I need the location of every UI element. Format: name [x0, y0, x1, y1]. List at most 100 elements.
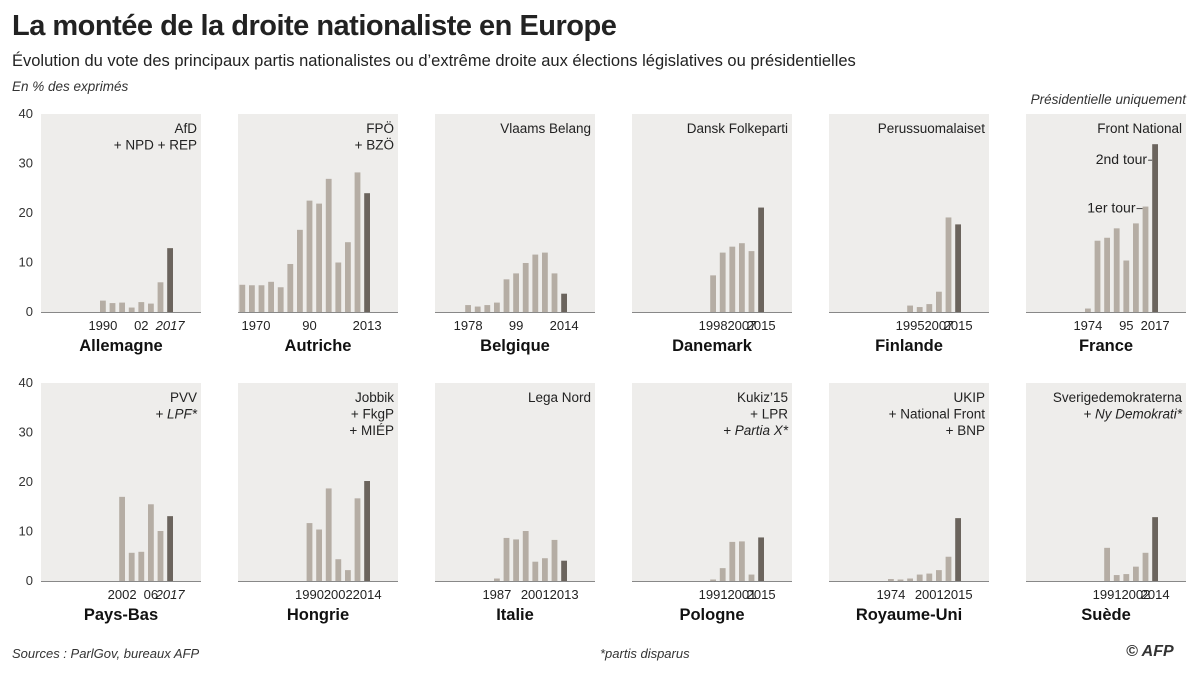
party-label: Lega Nord	[528, 390, 591, 405]
x-tick-label: 2015	[944, 587, 973, 602]
bar-finlande	[926, 304, 933, 312]
bar-belgique	[551, 273, 558, 312]
x-tick-label: 2002	[324, 587, 353, 602]
party-label: Perussuomalaiset	[878, 121, 986, 136]
bar-autriche	[297, 229, 303, 312]
x-tick-label: 2017	[1141, 318, 1170, 333]
bar-france	[1152, 144, 1158, 312]
x-tick-label: 2015	[944, 318, 973, 333]
bar-hongrie	[354, 498, 361, 581]
party-label: + Ny Demokrati*	[1083, 407, 1182, 422]
bar-belgique	[561, 293, 567, 312]
x-tick-label: 1970	[242, 318, 271, 333]
bar-italie	[542, 558, 548, 581]
bar-italie	[503, 537, 510, 581]
bar-suede	[1123, 574, 1130, 581]
bar-belgique	[484, 305, 491, 312]
page-title: La montée de la droite nationaliste en E…	[12, 10, 617, 42]
bar-suede	[1113, 575, 1120, 581]
bar-pays-bas	[128, 552, 135, 581]
bar-royaume-uni	[955, 518, 961, 581]
x-tick-label: 2002	[108, 587, 137, 602]
bar-suede	[1104, 547, 1110, 581]
bar-danemark	[729, 246, 736, 312]
country-name: Allemagne	[79, 337, 162, 355]
country-name: France	[1079, 337, 1133, 355]
bar-hongrie	[325, 488, 332, 581]
bar-pologne	[710, 579, 716, 581]
bar-hongrie	[364, 481, 370, 581]
party-label: Front National	[1097, 121, 1182, 136]
bar-allemagne	[100, 300, 106, 312]
sources-note: Sources : ParlGov, bureaux AFP	[12, 646, 200, 661]
country-name: Hongrie	[287, 606, 349, 624]
party-label: + BZÖ	[355, 138, 394, 153]
bar-danemark	[719, 252, 726, 312]
x-tick-label: 2017	[155, 587, 186, 602]
bar-italie	[561, 560, 567, 581]
bar-hongrie	[345, 570, 351, 581]
bar-pologne	[739, 541, 745, 581]
x-tick-label: 1987	[482, 587, 511, 602]
bar-autriche	[364, 193, 370, 312]
bar-france	[1094, 240, 1101, 312]
x-tick-label: 2001	[915, 587, 944, 602]
x-tick-label: 2001	[521, 587, 550, 602]
country-name: Autriche	[285, 337, 352, 355]
x-tick-label: 2014	[1141, 587, 1170, 602]
bar-pologne	[729, 541, 736, 581]
bar-france	[1104, 237, 1110, 312]
bar-france	[1142, 206, 1149, 312]
bar-autriche	[345, 242, 351, 312]
bar-autriche	[354, 172, 361, 312]
x-tick-label: 2014	[550, 318, 579, 333]
bar-autriche	[277, 287, 284, 312]
y-tick-label: 20	[19, 205, 33, 220]
x-tick-label: 1990	[295, 587, 324, 602]
bar-belgique	[494, 302, 500, 312]
bar-italie	[522, 531, 529, 581]
x-tick-label: 1995	[896, 318, 925, 333]
bar-belgique	[542, 252, 548, 312]
bar-finlande	[945, 217, 952, 312]
bar-pologne	[758, 537, 764, 581]
x-tick-label: 2014	[353, 587, 382, 602]
bar-hongrie	[306, 523, 313, 581]
bar-france	[1133, 223, 1139, 312]
panel-finlande	[829, 114, 989, 312]
party-label: Vlaams Belang	[500, 121, 591, 136]
bar-belgique	[465, 305, 471, 312]
bar-suede	[1152, 517, 1158, 581]
footnote: *partis disparus	[600, 646, 690, 661]
x-tick-label: 2013	[353, 318, 382, 333]
party-label: + LPF*	[155, 407, 197, 422]
afp-logo: © AFP	[1126, 643, 1174, 660]
bar-danemark	[739, 243, 745, 312]
bar-pologne	[748, 574, 755, 581]
x-tick-label: 99	[509, 318, 523, 333]
bar-belgique	[522, 262, 529, 312]
annotation-second-round: 2nd tour	[1096, 151, 1148, 167]
y-tick-label: 20	[19, 474, 33, 489]
bar-royaume-uni	[945, 556, 952, 581]
bar-autriche	[258, 285, 265, 312]
bar-finlande	[955, 224, 961, 312]
bar-autriche	[268, 281, 274, 312]
bar-hongrie	[316, 529, 322, 581]
x-tick-label: 2013	[550, 587, 579, 602]
bar-pays-bas	[119, 496, 125, 581]
x-tick-label: 1990	[88, 318, 117, 333]
x-tick-label: 1978	[454, 318, 483, 333]
x-tick-label: 2015	[747, 318, 776, 333]
bar-autriche	[287, 263, 294, 312]
bar-italie	[513, 539, 519, 581]
bar-allemagne	[157, 282, 164, 312]
x-tick-label: 1974	[876, 587, 905, 602]
bar-finlande	[916, 307, 923, 312]
bar-autriche	[249, 285, 255, 312]
y-tick-label: 0	[26, 573, 33, 588]
bar-belgique	[503, 279, 510, 312]
bar-finlande	[936, 291, 942, 312]
panel-allemagne	[41, 114, 201, 312]
